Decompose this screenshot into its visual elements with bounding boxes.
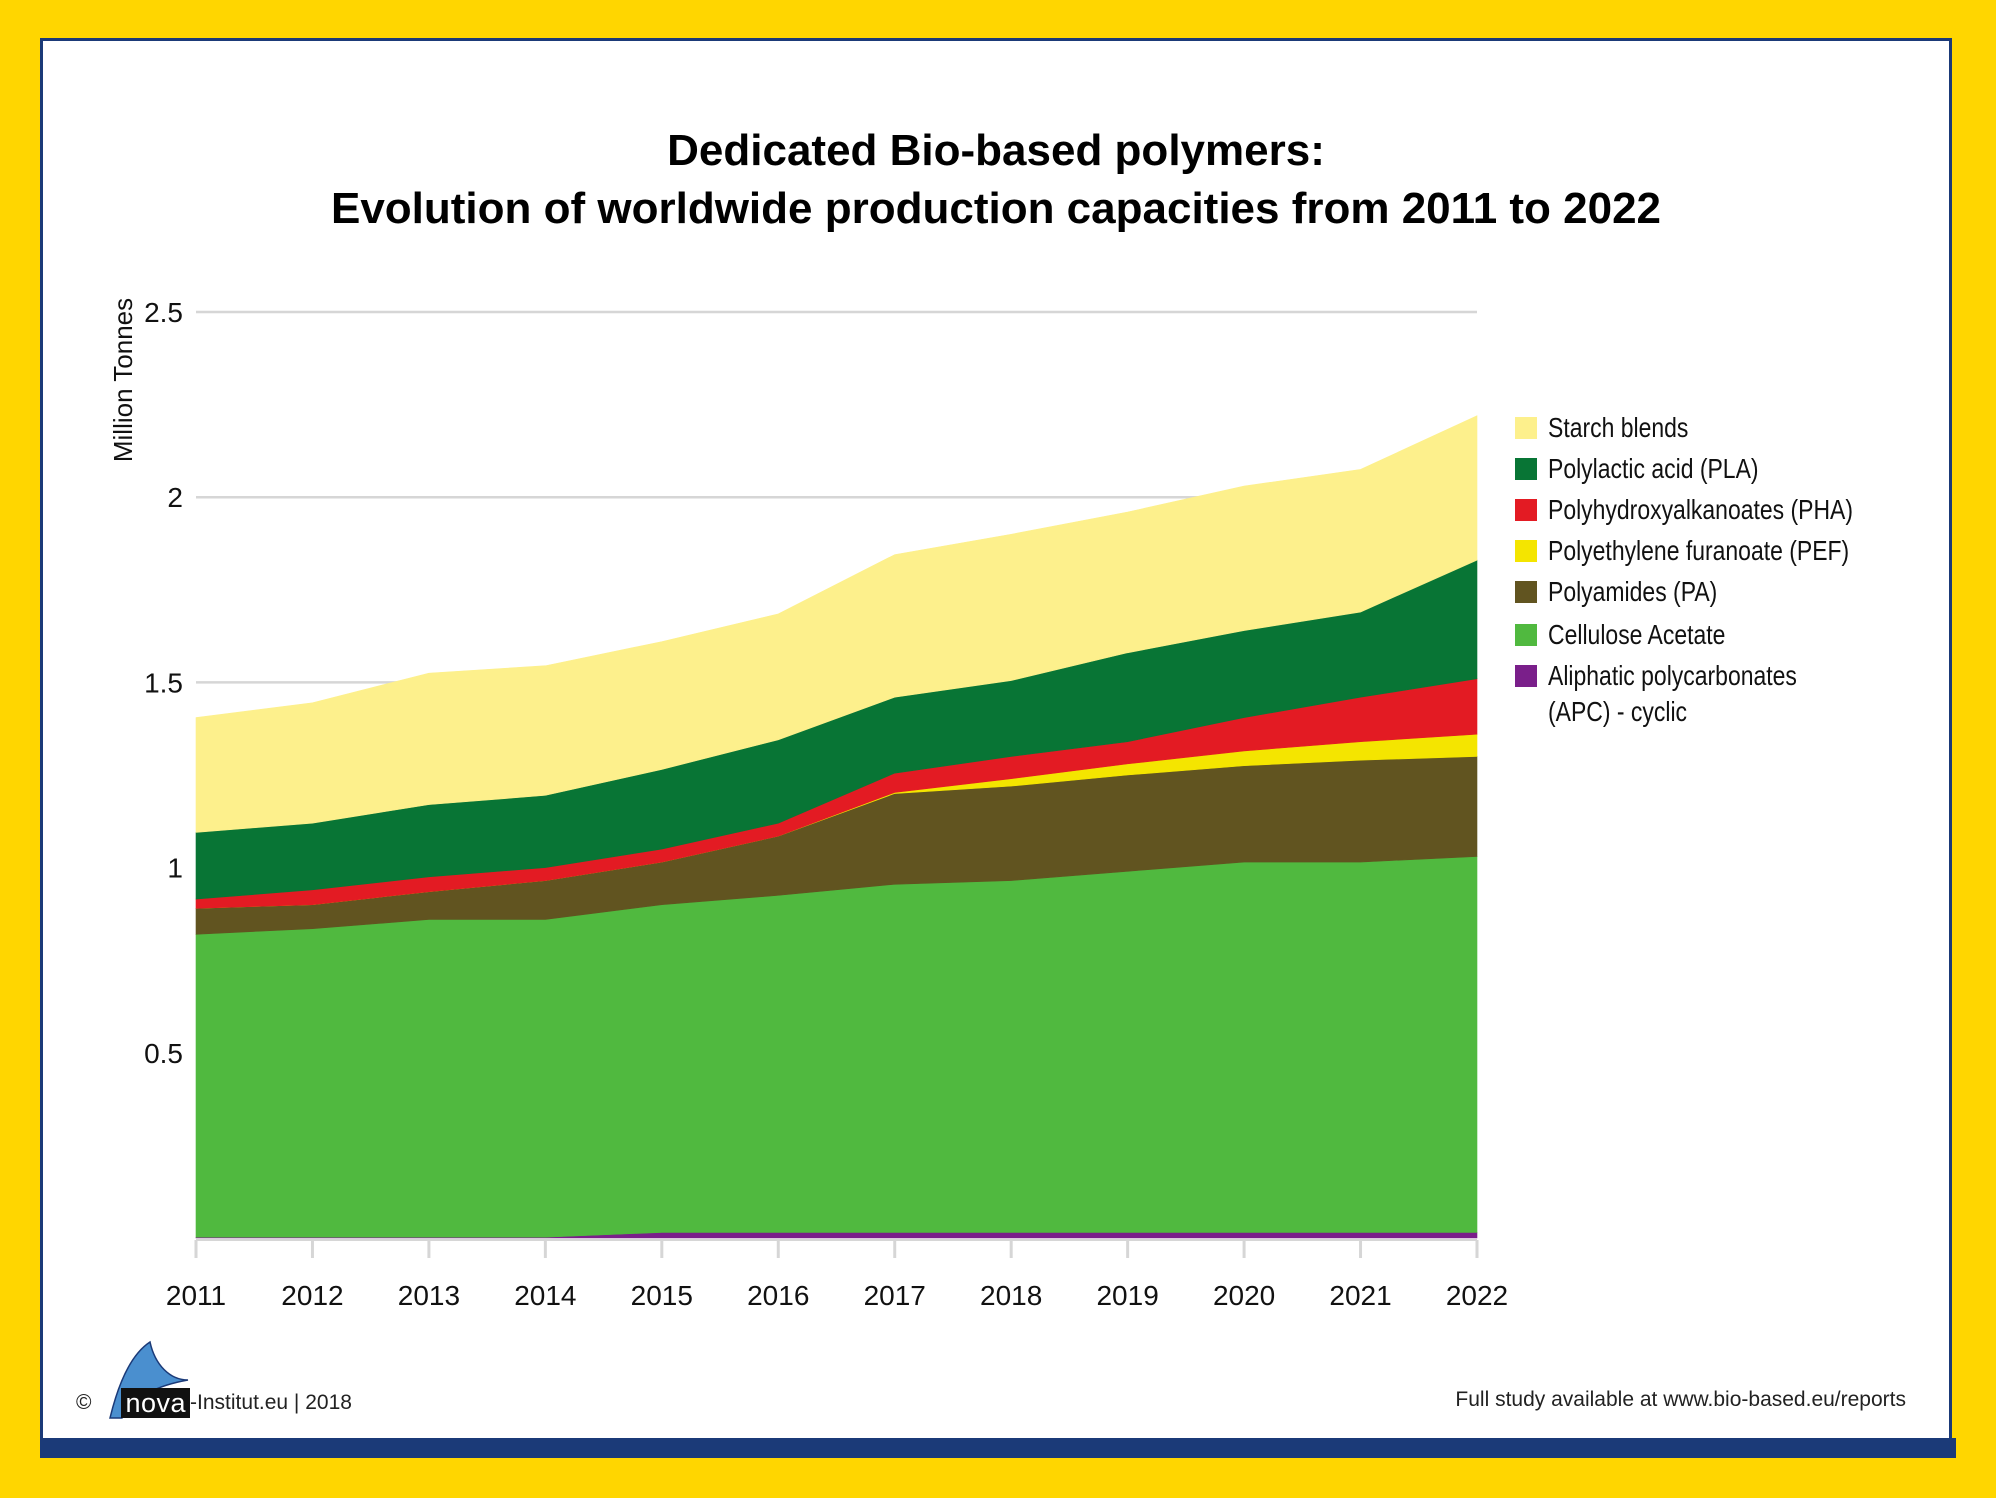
legend-item-starch-blends: Starch blends (1515, 410, 1920, 451)
legend-label: Polyethylene furanoate (PEF) (1548, 535, 1850, 566)
footer-bar (40, 1438, 1956, 1458)
nova-brand: nova (121, 1388, 191, 1418)
area-layers (195, 415, 1478, 1239)
x-tick-label: 2012 (281, 1280, 343, 1311)
y-axis-labels: 0.5 1 1.5 2 2.5 (144, 297, 183, 1069)
legend-swatch (1515, 665, 1537, 687)
footer-source: Full study available at www.bio-based.eu… (1455, 1388, 1906, 1411)
legend-swatch (1515, 458, 1537, 480)
legend-item-cellulose-acetate: Cellulose Acetate (1515, 617, 1920, 658)
brand-suffix: -Institut.eu | 2018 (190, 1391, 352, 1414)
y-tick-label: 0.5 (144, 1038, 183, 1069)
legend-label: Polyhydroxyalkanoates (PHA) (1548, 494, 1854, 525)
x-tick-label: 2022 (1446, 1280, 1508, 1311)
x-tick-label: 2018 (980, 1280, 1042, 1311)
legend-swatch (1515, 499, 1537, 521)
legend-label: Aliphatic polycarbonates (APC) - cyclic (1548, 660, 1797, 727)
y-tick-label: 1.5 (144, 667, 183, 698)
chart-subtitle: Evolution of worldwide production capaci… (330, 184, 1662, 233)
x-tick-label: 2020 (1213, 1280, 1275, 1311)
legend-item-pla: Polylactic acid (PLA) (1515, 451, 1920, 492)
legend-swatch (1515, 540, 1537, 562)
legend-swatch (1515, 417, 1537, 439)
legend-swatch (1515, 624, 1537, 646)
chart-title: Dedicated Bio-based polymers: (667, 126, 1325, 175)
copyright-symbol: © (76, 1391, 92, 1414)
legend-item-pha: Polyhydroxyalkanoates (PHA) (1515, 492, 1920, 533)
x-tick-label: 2016 (747, 1280, 809, 1311)
x-axis-labels: 2011 2012 2013 2014 2015 2016 2017 2018 2019 2020… (166, 1280, 1508, 1311)
x-tick-label: 2017 (864, 1280, 926, 1311)
legend-item-pef: Polyethylene furanoate (PEF) (1515, 533, 1920, 574)
footer-credit: © nova -Institut.eu | 2018 (76, 1388, 352, 1418)
legend-label: Polyamides (PA) (1548, 576, 1718, 607)
x-tick-label: 2014 (514, 1280, 576, 1311)
x-tick-label: 2015 (631, 1280, 693, 1311)
legend: Starch blends Polylactic acid (PLA) Poly… (1515, 410, 1920, 740)
y-axis-title: Million Tonnes (108, 298, 138, 462)
legend-item-apc: Aliphatic polycarbonates (APC) - cyclic (1515, 658, 1920, 740)
legend-swatch (1515, 581, 1537, 603)
area-starch-blends (195, 415, 1478, 833)
x-tick-label: 2011 (166, 1280, 226, 1311)
x-tick-label: 2021 (1329, 1280, 1391, 1311)
legend-item-pa: Polyamides (PA) (1515, 574, 1920, 615)
legend-label: Cellulose Acetate (1548, 619, 1726, 650)
y-tick-label: 1 (167, 853, 183, 884)
x-tick-label: 2013 (398, 1280, 460, 1311)
x-tick-label: 2019 (1096, 1280, 1158, 1311)
y-tick-label: 2 (167, 482, 183, 513)
y-tick-label: 2.5 (144, 297, 183, 328)
legend-label: Polylactic acid (PLA) (1548, 453, 1759, 484)
x-axis-ticks (194, 1240, 1479, 1258)
legend-label: Starch blends (1548, 412, 1689, 443)
